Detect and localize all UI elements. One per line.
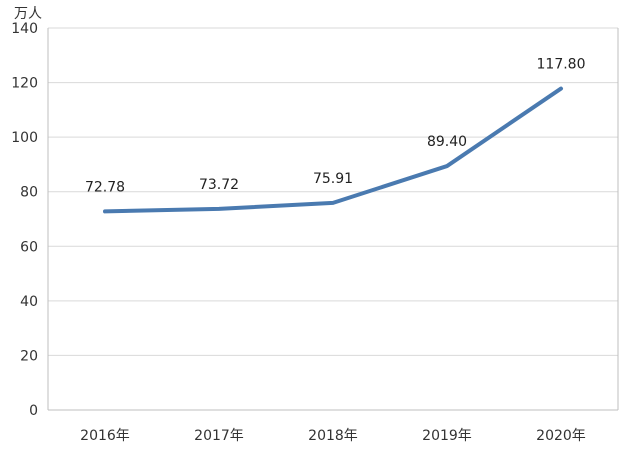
- y-tick-label: 140: [11, 21, 38, 37]
- data-label: 75.91: [313, 171, 353, 187]
- y-tick-label: 60: [20, 239, 38, 255]
- data-labels: 72.78 73.72 75.91 89.40 117.80: [85, 57, 586, 196]
- y-tick-label: 20: [20, 348, 38, 364]
- series-line: [103, 86, 563, 214]
- x-tick-label: 2017年: [194, 428, 244, 444]
- y-axis-ticks: 0 20 40 60 80 100 120 140: [11, 21, 38, 419]
- x-axis-ticks: 2016年 2017年 2018年 2019年 2020年: [80, 428, 586, 444]
- data-label: 72.78: [85, 179, 125, 195]
- data-label: 89.40: [427, 134, 467, 150]
- y-tick-label: 120: [11, 76, 38, 92]
- x-tick-label: 2019年: [422, 428, 472, 444]
- data-label: 73.72: [199, 177, 239, 193]
- grid-lines: [47, 27, 619, 411]
- data-label: 117.80: [537, 57, 586, 73]
- series-group: [103, 86, 563, 214]
- y-tick-label: 0: [29, 403, 38, 419]
- y-axis-unit-label: 万人: [14, 6, 42, 22]
- x-tick-label: 2018年: [308, 428, 358, 444]
- x-tick-label: 2020年: [536, 428, 586, 444]
- y-tick-label: 80: [20, 185, 38, 201]
- y-tick-label: 40: [20, 294, 38, 310]
- y-tick-label: 100: [11, 130, 38, 146]
- x-tick-label: 2016年: [80, 428, 130, 444]
